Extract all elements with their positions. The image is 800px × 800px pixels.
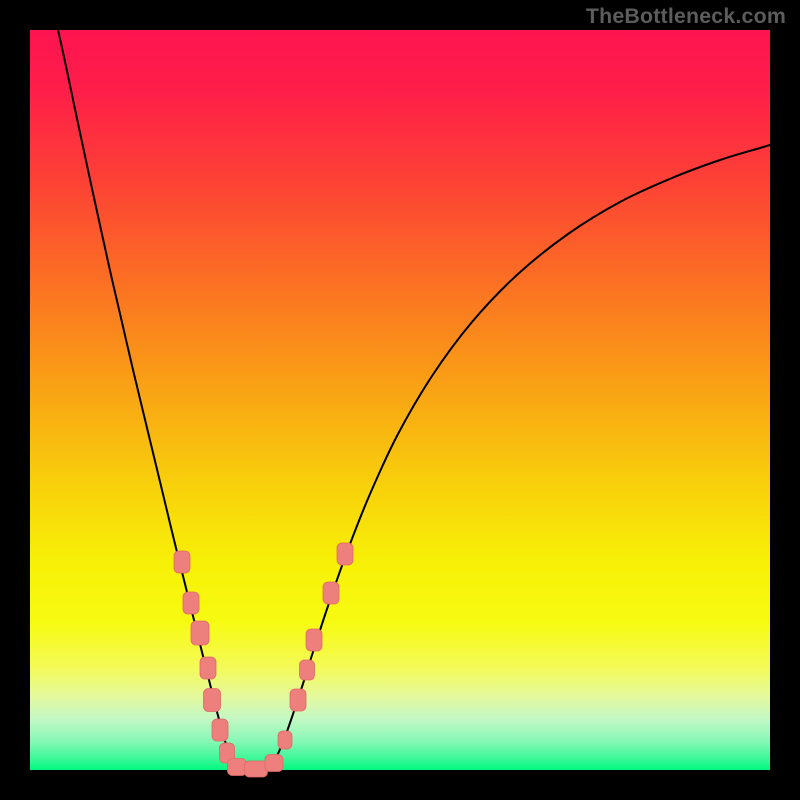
left-marker-5 [212,719,228,741]
right-marker-4 [323,582,339,604]
left-marker-1 [183,592,199,614]
left-marker-4 [204,689,221,712]
left-marker-2 [191,621,209,645]
right-marker-1 [290,689,306,711]
left-marker-8 [245,761,268,777]
chart-canvas: TheBottleneck.com [0,0,800,800]
left-marker-0 [174,551,190,573]
right-marker-0 [278,731,292,749]
right-marker-5 [337,543,353,565]
right-marker-3 [306,629,322,651]
left-marker-9 [265,755,283,772]
left-marker-7 [228,759,247,776]
watermark-text: TheBottleneck.com [586,4,786,29]
left-marker-3 [200,657,216,679]
right-marker-2 [300,660,315,680]
bottleneck-chart-svg [0,0,800,800]
